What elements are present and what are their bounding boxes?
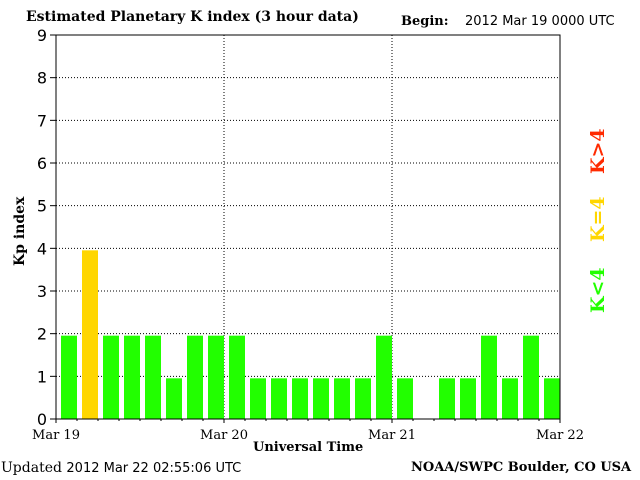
kp-bar [145, 335, 161, 419]
kp-bar [481, 335, 497, 419]
y-tick-label: 1 [37, 367, 47, 386]
updated-value: 2012 Mar 22 02:55:06 UTC [66, 461, 242, 476]
x-tick-label: Mar 20 [200, 428, 248, 443]
kp-bar [271, 378, 287, 419]
kp-bar [502, 378, 518, 419]
y-tick-label: 9 [37, 26, 47, 45]
y-tick-label: 6 [37, 154, 47, 173]
y-tick-label: 5 [37, 197, 47, 216]
kp-bar [544, 378, 560, 419]
grid-lines [56, 35, 560, 419]
kp-bar [103, 335, 119, 419]
kp-bar [292, 378, 308, 419]
bars [61, 250, 560, 419]
begin-label: Begin: [401, 14, 449, 29]
y-tick-label: 3 [37, 282, 47, 301]
legend-low: K<4 [587, 267, 609, 313]
y-axis-label: Kp index [12, 196, 28, 266]
begin-value: 2012 Mar 19 0000 UTC [465, 14, 615, 29]
axis-ticks [50, 34, 561, 423]
legend-equal: K=4 [587, 196, 609, 242]
kp-bar [439, 378, 455, 419]
kp-bar [355, 378, 371, 419]
kp-bar [523, 335, 539, 419]
y-tick-label: 4 [37, 239, 47, 258]
x-tick-label: Mar 19 [32, 428, 80, 443]
x-tick-label: Mar 21 [368, 428, 416, 443]
y-tick-label: 2 [37, 325, 47, 344]
updated-timestamp: Updated 2012 Mar 22 02:55:06 UTC [1, 461, 241, 475]
kp-bar [460, 378, 476, 419]
legend-high: K>4 [587, 128, 609, 174]
y-tick-label: 8 [37, 69, 47, 88]
kp-bar [250, 378, 266, 419]
kp-bar [61, 335, 77, 419]
chart-title: Estimated Planetary K index (3 hour data… [26, 9, 359, 25]
kp-bar [208, 335, 224, 419]
kp-bar [82, 250, 98, 419]
credit-line: NOAA/SWPC Boulder, CO USA [411, 460, 632, 475]
kp-bar [313, 378, 329, 419]
updated-label: Updated [1, 460, 62, 476]
kp-bar [376, 335, 392, 419]
kp-bar [124, 335, 140, 419]
tick-labels: 0 1 2 3 4 5 6 7 8 9 Mar 19 Mar 20 Mar 21 Mar 22 [32, 26, 584, 443]
x-axis-label: Universal Time [253, 440, 364, 455]
kp-bar [187, 335, 203, 419]
x-tick-label: Mar 22 [536, 428, 584, 443]
y-tick-label: 0 [37, 410, 47, 429]
kp-bar [166, 378, 182, 419]
y-tick-label: 7 [37, 111, 47, 130]
kp-bar [397, 378, 413, 419]
kp-bar [334, 378, 350, 419]
kp-bar [229, 335, 245, 419]
